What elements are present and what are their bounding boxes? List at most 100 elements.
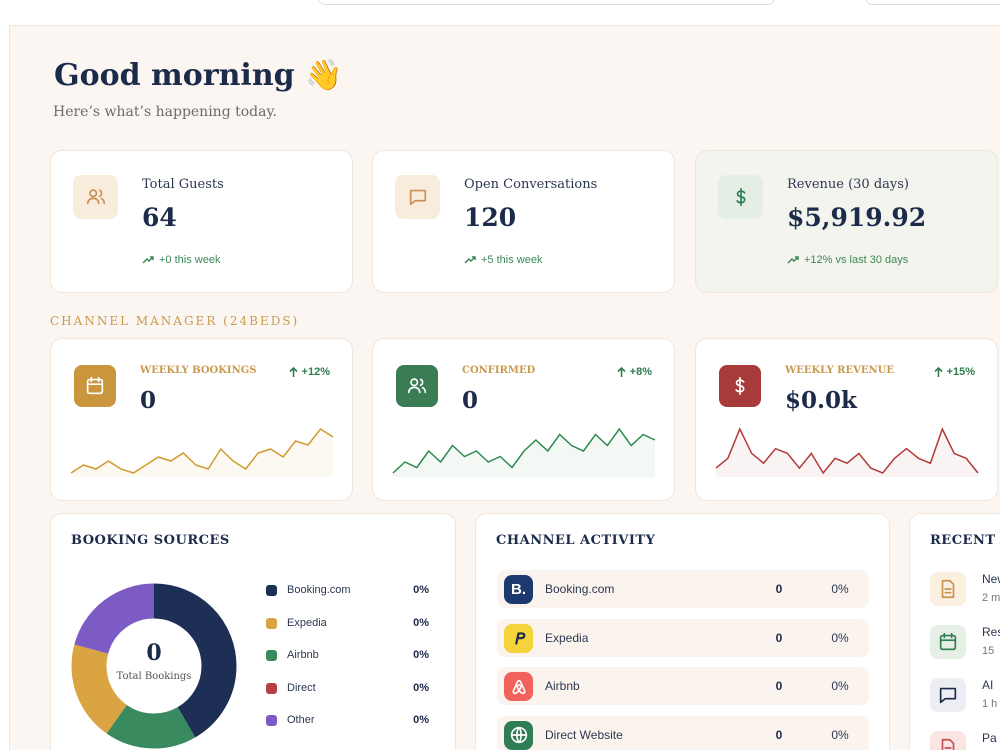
icon (735, 187, 745, 207)
stat-label: Open Conversations (464, 177, 598, 192)
legend-percent: 0% (413, 649, 429, 661)
recent-title: Res (982, 625, 1000, 639)
channel-name: Direct Website (545, 727, 623, 742)
recent-icon (930, 678, 966, 712)
recent-time: 1 h (982, 698, 998, 710)
icon (409, 189, 426, 206)
subtitle: Here’s what’s happening today. (53, 104, 277, 120)
stat-change-text: +12% vs last 30 days (804, 254, 909, 266)
header-button[interactable] (865, 0, 1000, 5)
legend-percent: 0% (413, 681, 429, 694)
legend-percent: 0% (413, 714, 429, 726)
icon (941, 738, 955, 750)
legend-name: Airbnb (287, 649, 319, 661)
recent-icon (930, 572, 966, 606)
sparkline (70, 428, 334, 477)
panel-title: BOOKING SOURCES (71, 533, 230, 548)
channel-value: 0 (140, 387, 157, 414)
sparkline-line (70, 428, 334, 474)
channel-logo (504, 672, 533, 701)
icon (939, 687, 957, 704)
stat-value: $5,919.92 (787, 203, 927, 232)
legend-swatch (266, 585, 277, 596)
legend-percent: 0% (413, 616, 429, 629)
icon (407, 378, 427, 394)
channel-count: 0 (775, 679, 783, 693)
panel-title: CHANNEL ACTIVITY (496, 533, 656, 548)
stat-change: +12% vs last 30 days (787, 254, 908, 266)
stat-change: +0 this week (142, 254, 220, 266)
section-heading: CHANNEL MANAGER (24BEDS) (50, 314, 300, 328)
channel-logo (504, 623, 533, 653)
sidebar-edge (0, 25, 10, 750)
stat-change-text: +5 this week (481, 254, 543, 266)
search-box[interactable] (318, 0, 775, 5)
channel-count: 0 (775, 582, 783, 596)
legend-swatch (266, 617, 277, 629)
recent-title: Pa (982, 731, 997, 745)
channel-row[interactable]: B. Booking.com 0 0% (497, 570, 869, 608)
icon (939, 632, 957, 651)
icon (510, 726, 527, 744)
icon (735, 376, 745, 396)
channel-name: Airbnb (545, 679, 580, 693)
legend-name: Expedia (287, 616, 327, 629)
donut-segment (71, 583, 237, 749)
channel-percent: 0% (831, 630, 849, 645)
booking-sources-panel: BOOKING SOURCES 0 Total Bookings Booking.co… (50, 513, 456, 750)
channel-row[interactable]: Airbnb 0 0% (497, 667, 869, 705)
channel-count: 0 (775, 630, 783, 645)
icon (86, 376, 104, 395)
stat-card[interactable]: Open Conversations 120 +5 this week (372, 150, 675, 293)
channel-name: Booking.com (545, 582, 615, 596)
channel-logo: B. (504, 575, 533, 604)
donut-segment (71, 583, 237, 749)
up-arrow (617, 366, 626, 377)
channel-row[interactable]: Direct Website 0 0% (497, 715, 869, 750)
legend-swatch (266, 650, 277, 661)
legend-name: Booking.com (287, 584, 351, 596)
donut-total-label: Total Bookings (116, 671, 192, 682)
sparkline-area (71, 429, 333, 477)
channel-count: 0 (775, 727, 783, 742)
channel-change: +15% (933, 366, 975, 378)
stat-icon (395, 175, 440, 219)
legend-swatch (266, 715, 277, 726)
recent-title: AI (982, 678, 994, 692)
stat-card[interactable]: Total Guests 64 +0 this week (50, 150, 353, 293)
icon (941, 579, 955, 599)
greeting: Good morning 👋 (54, 58, 343, 93)
channel-card[interactable]: WEEKLY BOOKINGS +12% 0 (50, 338, 353, 501)
channel-value: 0 (462, 387, 479, 414)
channel-percent: 0% (831, 727, 849, 742)
sparkline-line (715, 427, 979, 475)
up-arrow (288, 366, 298, 377)
channel-row[interactable]: Expedia 0 0% (497, 618, 869, 657)
recent-time: 2 m (982, 592, 1000, 604)
panel-title: RECENT A (930, 533, 1000, 548)
stat-label: Total Guests (142, 177, 224, 192)
channel-change: +8% (617, 366, 652, 378)
stat-value: 120 (464, 203, 517, 232)
stat-card[interactable]: Revenue (30 days) $5,919.92 +12% vs last 3… (695, 150, 998, 293)
stat-label: Revenue (30 days) (787, 177, 909, 192)
sparkline-line (392, 427, 656, 474)
channel-label: WEEKLY BOOKINGS (140, 365, 257, 376)
legend-swatch (266, 682, 277, 694)
channel-card[interactable]: CONFIRMED +8% 0 (372, 338, 675, 501)
channel-icon (719, 365, 761, 407)
trend-icon (787, 256, 799, 264)
icon (86, 189, 105, 205)
recent-activity-panel: RECENT A New 2 m Res 15 AI 1 h Pa (909, 513, 1000, 750)
channel-icon (396, 365, 438, 407)
recent-icon (930, 625, 966, 659)
channel-value: $0.0k (785, 387, 857, 414)
icon (514, 632, 525, 645)
legend-name: Direct (287, 681, 316, 694)
sparkline (392, 427, 656, 477)
recent-title: New (982, 572, 1000, 586)
channel-card[interactable]: WEEKLY REVENUE +15% $0.0k (695, 338, 998, 501)
legend-name: Other (287, 714, 315, 726)
channel-percent: 0% (831, 679, 849, 693)
